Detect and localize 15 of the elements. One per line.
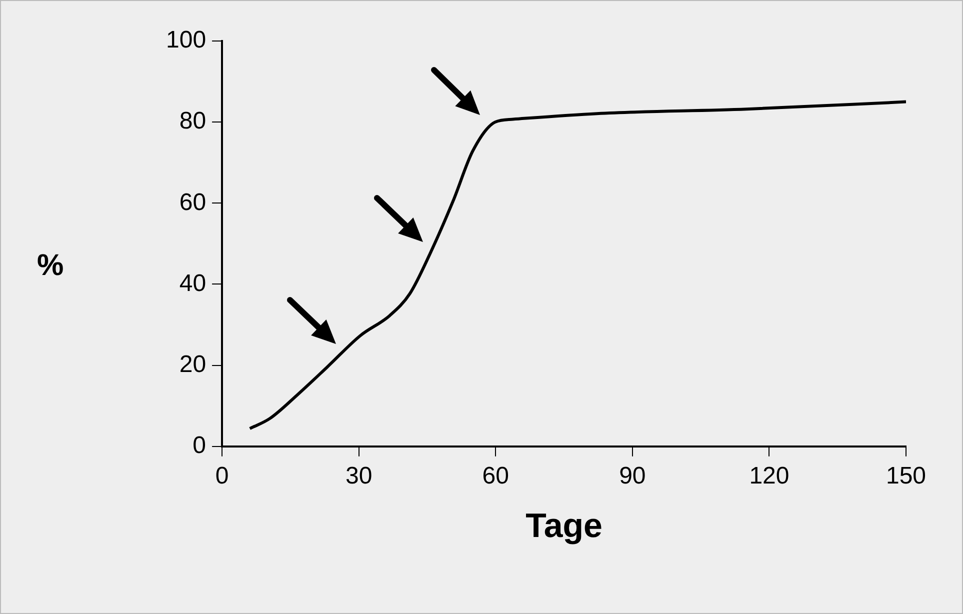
x-tick-label: 60 <box>482 462 509 490</box>
x-tick-label: 150 <box>886 462 926 490</box>
x-tick-label: 0 <box>215 462 229 490</box>
y-tick-label: 20 <box>179 350 206 378</box>
y-tick-label: 60 <box>179 188 206 216</box>
y-tick-label: 0 <box>192 432 206 460</box>
x-axis-title: Tage <box>526 506 602 545</box>
y-tick-label: 40 <box>179 270 206 297</box>
y-axis-title: % <box>37 249 64 283</box>
line-series <box>248 100 906 430</box>
x-tick-label: 90 <box>619 462 646 490</box>
y-tick-label: 100 <box>166 26 206 54</box>
x-tick-label: 30 <box>345 462 372 490</box>
x-tick-label: 120 <box>749 462 790 490</box>
y-tick-label: 80 <box>179 108 206 135</box>
